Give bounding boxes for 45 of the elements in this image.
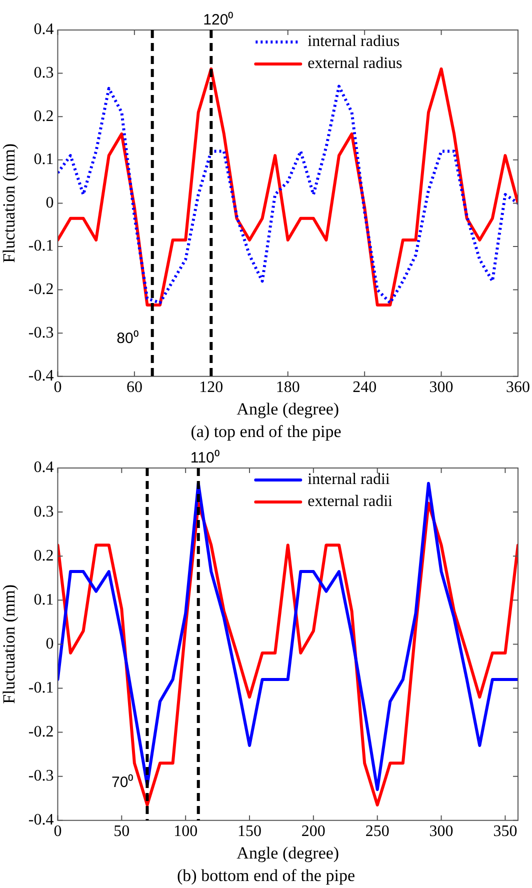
y-axis-title: Fluctuation (mm) [0, 143, 19, 263]
text: (b) bottom end of the pipe [176, 865, 356, 887]
y-tick-label: -0.4 [28, 368, 54, 385]
y-tick-label: 0.3 [34, 64, 54, 82]
x-tick-label: 360 [506, 379, 530, 396]
x-tick-label: 100 [174, 823, 198, 840]
text: (a) top end of the pipe [190, 421, 342, 443]
y-tick-label: -0.1 [28, 238, 54, 255]
y-tick-label: 0.1 [34, 591, 54, 608]
x-tick-label: 180 [276, 379, 300, 396]
ref-line-label: 80⁰ [116, 330, 138, 348]
y-tick-label: 0.2 [34, 547, 54, 564]
y-tick-label: -0.1 [28, 679, 54, 696]
y-tick-label: 0 [46, 635, 54, 652]
y-tick-label: -0.2 [28, 724, 54, 741]
x-tick-label: 150 [238, 823, 262, 840]
x-tick-label: 120 [199, 379, 224, 396]
legend-label: internal radius [308, 33, 400, 50]
y-axis-title: Fluctuation (mm) [0, 584, 19, 704]
x-tick-label: 50 [114, 823, 130, 840]
x-axis-title: Angle (degree) [236, 843, 340, 862]
y-tick-label: 0.4 [34, 459, 54, 476]
x-axis-title: Angle (degree) [236, 399, 340, 418]
y-tick-label: 0.4 [34, 21, 54, 38]
x-tick-label: 350 [493, 823, 518, 840]
y-tick-label: 0 [46, 194, 54, 212]
legend-label: external radius [308, 55, 402, 72]
text: internal radii [308, 471, 390, 488]
ref-line-label: 110⁰ [190, 450, 220, 467]
y-tick-label: 0.1 [34, 151, 54, 168]
x-tick-label: 300 [429, 379, 454, 396]
x-tick-label: 200 [301, 823, 326, 840]
x-tick-label: 250 [365, 823, 390, 840]
x-tick-label: 240 [352, 379, 377, 396]
ref-line-label: 120⁰ [203, 12, 234, 29]
x-tick-label: 60 [126, 379, 142, 396]
y-tick-label: -0.4 [28, 812, 54, 829]
y-tick-label: -0.3 [28, 324, 54, 342]
y-tick-label: 0.2 [34, 108, 54, 125]
y-tick-label: 0.3 [34, 503, 54, 520]
x-tick-label: 300 [429, 823, 454, 840]
ref-line-label: 70⁰ [112, 774, 134, 792]
y-tick-label: -0.2 [28, 281, 54, 298]
y-tick-label: -0.3 [28, 768, 54, 785]
legend-label: external radii [308, 493, 394, 510]
